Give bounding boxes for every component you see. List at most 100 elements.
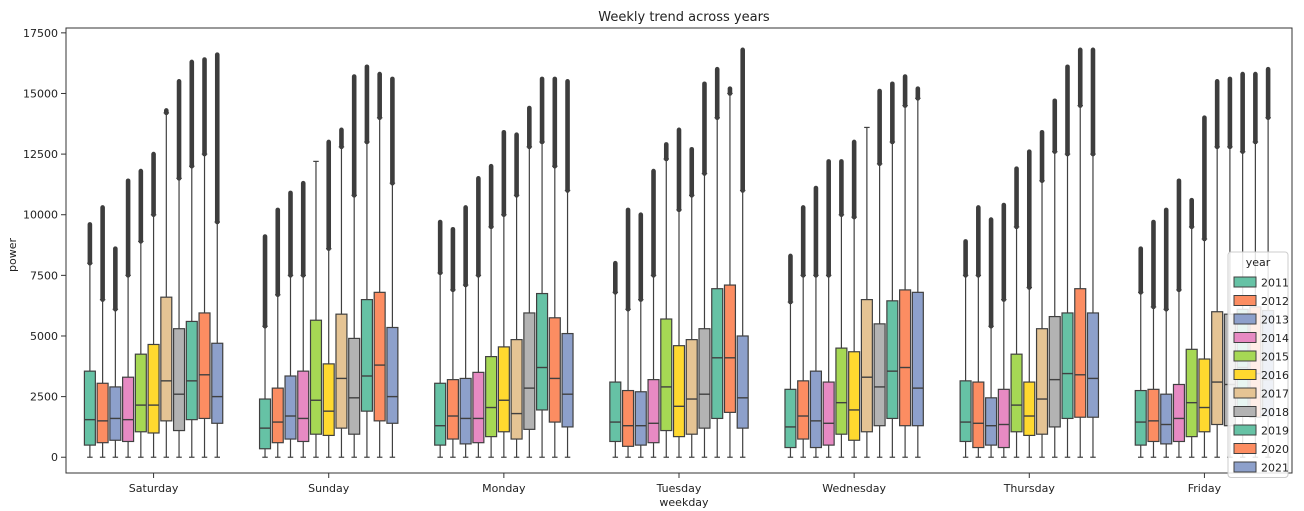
legend: year 2011 2012 2013 2014 2015 2016 2017 2018 2019…	[1227, 251, 1289, 478]
box-iqr	[271, 387, 284, 444]
box-iqr	[258, 398, 272, 450]
box-iqr	[873, 323, 886, 427]
box-2011-wednesday	[784, 253, 797, 458]
box-iqr	[109, 386, 122, 441]
box-iqr	[459, 377, 472, 445]
box-2015-saturday	[134, 168, 147, 458]
box-2015-monday	[485, 163, 498, 458]
box-iqr	[446, 379, 459, 440]
box-iqr	[822, 381, 835, 446]
box-iqr	[685, 339, 698, 435]
box-iqr	[899, 289, 912, 427]
legend-swatch-2019	[1233, 424, 1257, 436]
box-iqr	[660, 318, 673, 432]
box-iqr	[972, 381, 985, 449]
y-tick-label: 5000	[30, 330, 58, 343]
box-2018-monday	[523, 105, 536, 458]
box-iqr	[886, 300, 899, 420]
box-2018-wednesday	[873, 88, 886, 458]
legend-label-2017: 2017	[1261, 388, 1289, 401]
box-2018-thursday	[1048, 98, 1061, 458]
box-iqr	[434, 382, 447, 446]
box-2017-wednesday	[860, 126, 873, 458]
box-2016-tuesday	[672, 127, 686, 458]
box-iqr	[1172, 383, 1186, 443]
legend-swatch-2012	[1233, 295, 1257, 306]
legend-label-2021: 2021	[1261, 462, 1289, 475]
box-iqr	[297, 370, 310, 443]
y-tick-label: 7500	[30, 269, 58, 282]
box-iqr	[1134, 389, 1147, 446]
x-tick-label: Wednesday	[822, 482, 886, 495]
legend-swatch-2015	[1233, 350, 1257, 362]
x-tick-label: Thursday	[1003, 482, 1056, 495]
box-2016-thursday	[1023, 149, 1036, 458]
box-iqr	[698, 328, 711, 429]
box-iqr	[1198, 358, 1211, 433]
box-2018-tuesday	[698, 81, 711, 458]
y-tick-label: 0	[51, 451, 58, 464]
legend-swatch-2018	[1233, 406, 1257, 417]
box-2013-tuesday	[634, 212, 647, 458]
box-2018-sunday	[348, 74, 361, 458]
legend-swatch-2011	[1233, 276, 1257, 288]
box-iqr	[510, 339, 523, 440]
box-iqr	[1160, 393, 1173, 445]
box-iqr	[609, 381, 622, 443]
box-iqr	[1048, 315, 1061, 428]
box-2017-monday	[510, 132, 523, 458]
box-2015-friday	[1185, 197, 1198, 458]
box-2017-saturday	[160, 108, 173, 458]
box-2020-monday	[548, 76, 561, 458]
legend-label-2013: 2013	[1261, 314, 1289, 327]
box-2020-sunday	[373, 71, 386, 458]
legend-label-2019: 2019	[1261, 425, 1289, 438]
legend-label-2018: 2018	[1261, 406, 1289, 419]
box-iqr	[185, 320, 198, 421]
box-iqr	[172, 328, 186, 432]
y-tick-label: 17500	[23, 27, 58, 40]
box-2012-thursday	[972, 205, 985, 458]
box-iqr	[309, 319, 323, 435]
box-iqr	[335, 313, 348, 429]
box-2016-monday	[497, 129, 510, 458]
box-2018-saturday	[172, 79, 186, 458]
box-2013-friday	[1160, 207, 1173, 458]
box-2021-tuesday	[736, 47, 749, 458]
box-iqr	[386, 326, 399, 424]
box-2012-monday	[446, 226, 459, 458]
x-tick-label: Friday	[1188, 482, 1222, 495]
box-2019-sunday	[360, 64, 374, 458]
box-iqr	[548, 317, 561, 423]
box-iqr	[711, 288, 724, 420]
box-iqr	[848, 351, 861, 441]
legend-label-2012: 2012	[1261, 295, 1289, 308]
box-iqr	[984, 397, 998, 446]
box-iqr	[959, 380, 972, 443]
box-2014-friday	[1172, 178, 1186, 458]
box-2014-tuesday	[647, 168, 660, 458]
y-tick-label: 10000	[23, 209, 58, 222]
box-2020-thursday	[1074, 47, 1087, 458]
box-2012-friday	[1147, 219, 1160, 458]
box-iqr	[198, 312, 211, 420]
box-2021-sunday	[386, 76, 399, 458]
box-iqr	[134, 353, 147, 433]
box-2013-sunday	[284, 190, 297, 458]
legend-swatch-2014	[1233, 332, 1257, 343]
box-2015-thursday	[1010, 166, 1023, 458]
legend-swatch-2020	[1233, 443, 1257, 454]
box-iqr	[1147, 388, 1160, 443]
legend-label-2015: 2015	[1261, 351, 1289, 364]
box-iqr	[497, 346, 510, 433]
box-2020-wednesday	[899, 74, 912, 458]
box-2013-thursday	[984, 217, 998, 458]
y-axis-label: power	[6, 238, 19, 272]
box-iqr	[1086, 312, 1100, 418]
box-2012-tuesday	[621, 207, 635, 458]
box-2020-saturday	[198, 57, 211, 458]
box-2016-saturday	[147, 151, 160, 458]
box-2011-monday	[434, 219, 447, 458]
box-iqr	[835, 347, 848, 435]
